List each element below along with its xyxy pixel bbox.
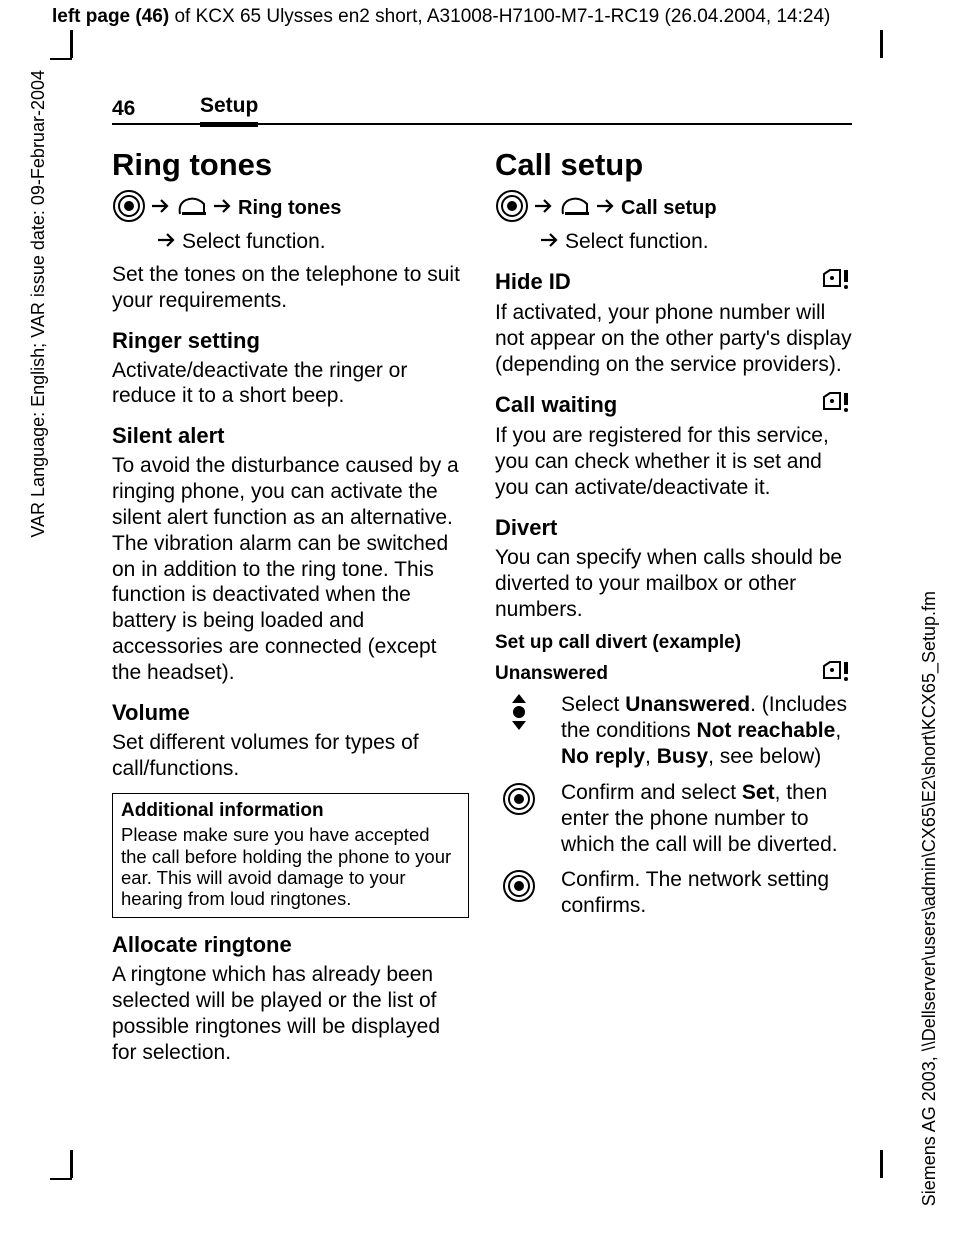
- tab-icon: [176, 194, 208, 223]
- crop-mark: [50, 1178, 72, 1180]
- allocate-ringtone-heading: Allocate ringtone: [112, 932, 469, 958]
- text-bold: No reply: [561, 745, 645, 768]
- nav-select-line: Select function.: [541, 230, 852, 254]
- content-area: 46 Setup Ring tones: [112, 94, 852, 1072]
- nav-path-ringtones: Ring tones: [112, 189, 469, 228]
- nav-select-text: Select function.: [182, 230, 326, 254]
- call-waiting-heading-row: Call waiting: [495, 391, 852, 419]
- text-fragment: , see below): [708, 745, 821, 768]
- info-box: Additional information Please make sure …: [112, 793, 469, 918]
- center-button-icon: [495, 780, 543, 857]
- side-text-left: VAR Language: English; VAR issue date: 0…: [28, 70, 49, 538]
- page-header-row: 46 Setup: [112, 94, 852, 125]
- step-3-text: Confirm. The network setting confirms.: [561, 867, 852, 919]
- text-fragment: Select: [561, 693, 625, 716]
- nav-select-text: Select function.: [565, 230, 709, 254]
- text-bold: Not reachable: [696, 719, 835, 742]
- doc-header-rest: of KCX 65 Ulysses en2 short, A31008-H710…: [169, 6, 830, 27]
- text-bold: Set: [742, 781, 775, 804]
- divert-text: You can specify when calls should be div…: [495, 545, 852, 622]
- page-title: Setup: [200, 94, 258, 127]
- arrow-right-icon: [158, 230, 176, 254]
- call-waiting-text: If you are registered for this service, …: [495, 423, 852, 500]
- tab-icon: [559, 194, 591, 223]
- page: left page (46) of KCX 65 Ulysses en2 sho…: [0, 0, 954, 1246]
- left-column: Ring tones Ring tones: [112, 147, 469, 1072]
- ring-tones-heading: Ring tones: [112, 147, 469, 183]
- sim-card-icon: [822, 660, 852, 688]
- unanswered-heading-row: Unanswered: [495, 660, 852, 688]
- sim-card-icon: [822, 391, 852, 419]
- center-button-icon: [495, 867, 543, 919]
- hide-id-heading: Hide ID: [495, 269, 571, 295]
- center-button-icon: [112, 189, 146, 228]
- nav-label: Call setup: [621, 197, 717, 220]
- volume-heading: Volume: [112, 700, 469, 726]
- sim-card-icon: [822, 268, 852, 296]
- step-2: Confirm and select Set, then enter the p…: [495, 780, 852, 857]
- center-button-icon: [495, 189, 529, 228]
- silent-alert-text: To avoid the disturbance caused by a rin…: [112, 453, 469, 685]
- right-column: Call setup Call setup: [495, 147, 852, 1072]
- nav-path-callsetup: Call setup: [495, 189, 852, 228]
- ringer-setting-heading: Ringer setting: [112, 328, 469, 354]
- step-2-text: Confirm and select Set, then enter the p…: [561, 780, 852, 857]
- allocate-ringtone-text: A ringtone which has already been select…: [112, 962, 469, 1065]
- doc-header: left page (46) of KCX 65 Ulysses en2 sho…: [52, 6, 830, 28]
- arrow-right-icon: [535, 198, 553, 219]
- call-waiting-heading: Call waiting: [495, 392, 617, 418]
- crop-mark: [880, 1150, 883, 1178]
- nav-label: Ring tones: [238, 197, 341, 220]
- hide-id-text: If activated, your phone number will not…: [495, 300, 852, 377]
- volume-text: Set different volumes for types of call/…: [112, 730, 469, 782]
- text-fragment: Confirm and select: [561, 781, 742, 804]
- ringer-setting-text: Activate/deactivate the ringer or reduce…: [112, 358, 469, 410]
- joystick-updown-icon: [495, 692, 543, 769]
- divert-example-heading: Set up call divert (example): [495, 632, 852, 654]
- arrow-right-icon: [597, 198, 615, 219]
- silent-alert-heading: Silent alert: [112, 423, 469, 449]
- nav-select-line: Select function.: [158, 230, 469, 254]
- info-box-title: Additional information: [121, 800, 460, 822]
- call-setup-heading: Call setup: [495, 147, 852, 183]
- doc-header-bold: left page (46): [52, 6, 169, 27]
- text-bold: Unanswered: [625, 693, 750, 716]
- unanswered-heading: Unanswered: [495, 663, 608, 685]
- text-bold: Busy: [657, 745, 708, 768]
- arrow-right-icon: [214, 198, 232, 219]
- side-text-right: Siemens AG 2003, \\Dellserver\users\admi…: [919, 591, 940, 1206]
- info-box-body: Please make sure you have accepted the c…: [121, 824, 460, 909]
- step-1: Select Unanswered. (Includes the conditi…: [495, 692, 852, 769]
- crop-mark: [880, 30, 883, 58]
- arrow-right-icon: [152, 198, 170, 219]
- page-number: 46: [112, 97, 200, 121]
- crop-mark: [70, 1150, 73, 1178]
- divert-heading: Divert: [495, 515, 852, 541]
- crop-mark: [50, 58, 72, 60]
- crop-mark: [70, 30, 73, 58]
- step-3: Confirm. The network setting confirms.: [495, 867, 852, 919]
- ring-tones-intro: Set the tones on the telephone to suit y…: [112, 262, 469, 314]
- arrow-right-icon: [541, 230, 559, 254]
- hide-id-heading-row: Hide ID: [495, 268, 852, 296]
- step-1-text: Select Unanswered. (Includes the conditi…: [561, 692, 852, 769]
- columns: Ring tones Ring tones: [112, 147, 852, 1072]
